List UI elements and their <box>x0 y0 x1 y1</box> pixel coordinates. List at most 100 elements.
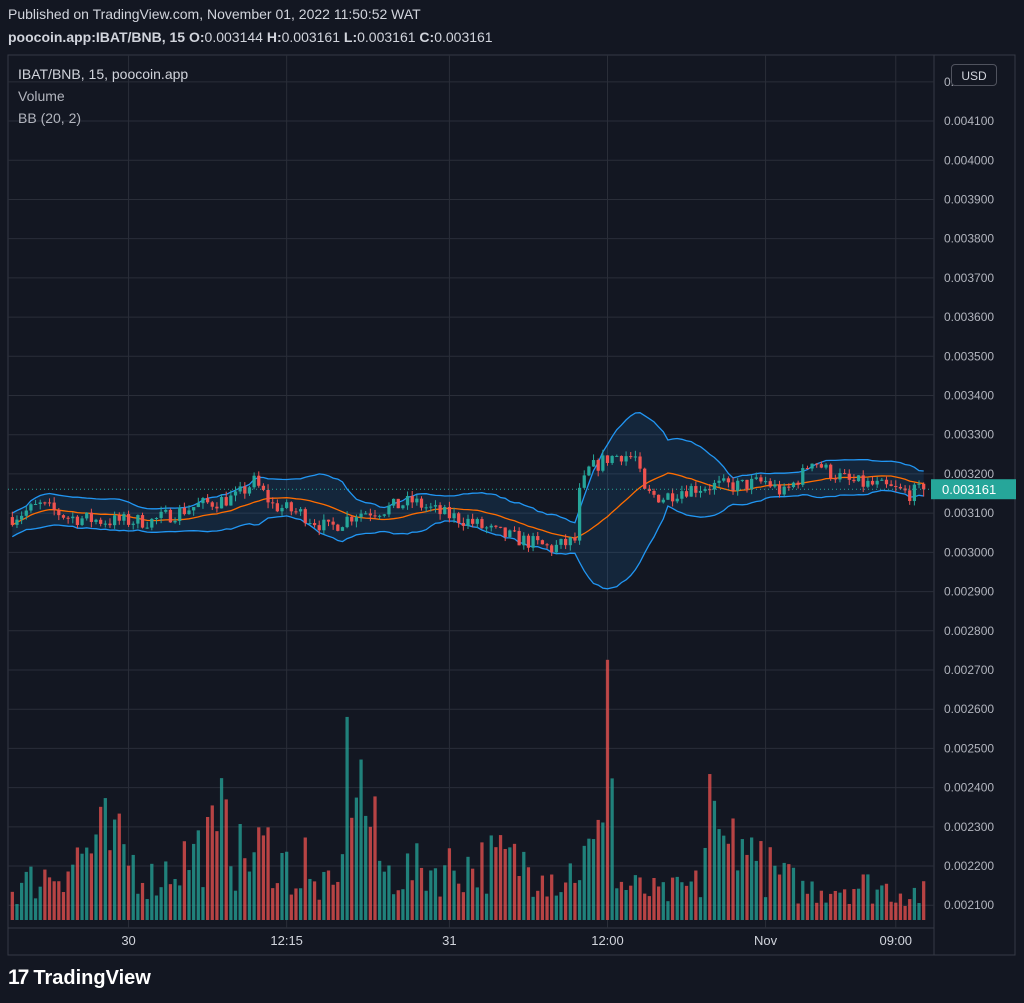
time-tick-label: 31 <box>442 933 456 948</box>
candle-body <box>670 493 675 502</box>
candle-body <box>457 513 461 523</box>
volume-bar <box>229 866 233 920</box>
volume-bar <box>545 896 549 920</box>
volume-bar <box>866 874 870 920</box>
high-value: 0.003161 <box>281 29 341 45</box>
candle-body <box>131 523 135 525</box>
volume-bar <box>182 841 186 920</box>
volume-bar <box>145 899 149 920</box>
volume-bar <box>475 887 479 920</box>
last-price-marker: 0.003161 <box>8 479 1016 500</box>
time-tick-label: 30 <box>121 933 135 948</box>
volume-bar <box>908 899 912 920</box>
tradingview-brand[interactable]: 17 TradingView <box>8 966 151 990</box>
volume-bar <box>484 893 489 920</box>
candle-body <box>354 517 359 522</box>
candle-body <box>843 473 847 475</box>
price-axis[interactable]: 0.002100 0.002200 0.002300 0.002400 0.002500… <box>944 75 994 912</box>
candle-body <box>852 479 856 482</box>
candle-body <box>224 497 228 506</box>
volume-bar <box>852 889 856 920</box>
candle-body <box>47 502 52 504</box>
candle-body <box>429 506 433 508</box>
candle-body <box>726 478 731 483</box>
candle-body <box>99 519 103 524</box>
volume-bar <box>345 716 349 920</box>
candle-body <box>791 482 796 488</box>
volume-bar <box>192 843 196 920</box>
candle-body <box>559 538 563 545</box>
volume-bar <box>471 868 475 920</box>
candle-body <box>229 495 233 506</box>
candle-body <box>336 524 340 531</box>
candle-body <box>350 516 354 522</box>
tradingview-logo-icon: 17 <box>8 966 29 989</box>
candle-body <box>373 515 377 517</box>
volume-bar <box>670 877 675 920</box>
volume-bar <box>71 864 75 920</box>
candle-body <box>736 480 740 491</box>
volume-bar <box>805 893 810 920</box>
price-tick-label: 0.003500 <box>944 349 994 363</box>
volume-bar <box>875 889 879 920</box>
candle-body <box>280 507 284 512</box>
candle-body <box>382 514 386 516</box>
candle-body <box>633 456 638 458</box>
low-label: L: <box>343 29 358 45</box>
candle-body <box>205 498 210 503</box>
volume-bar <box>652 877 656 920</box>
candle-body <box>24 510 28 516</box>
candle-body <box>889 484 893 487</box>
legend-bb[interactable]: BB (20, 2) <box>18 110 82 126</box>
candle-body <box>75 516 80 525</box>
volume-bar <box>838 892 842 920</box>
volume-bar <box>340 854 345 920</box>
time-axis[interactable]: 30 12:15 31 12:00 Nov 09:00 <box>121 933 912 948</box>
chart-frame <box>7 54 1016 956</box>
volume-bar <box>577 880 582 920</box>
open-label: O: <box>188 29 205 45</box>
volume-bar <box>457 883 461 920</box>
volume-bar <box>424 890 428 920</box>
candle-body <box>740 479 744 481</box>
currency-button[interactable]: USD <box>951 64 997 86</box>
volume-bar <box>698 897 703 920</box>
volume-bar <box>122 844 126 920</box>
volume-bar <box>10 891 14 920</box>
volume-bar <box>140 882 145 920</box>
volume-bar <box>33 898 38 920</box>
candle-body <box>638 456 642 469</box>
candle-body <box>85 512 89 519</box>
volume-bar <box>489 835 493 920</box>
candle-body <box>480 519 484 528</box>
volume-bar <box>801 880 805 920</box>
volume-bar <box>24 871 28 920</box>
legend-volume[interactable]: Volume <box>18 88 65 104</box>
volume-bar <box>43 869 47 920</box>
volume-bar <box>168 884 173 920</box>
volume-bar <box>178 885 182 920</box>
bb-upper-line <box>11 412 924 524</box>
candle-body <box>894 486 898 488</box>
time-tick-label: Nov <box>754 933 778 948</box>
candle-body <box>303 509 307 524</box>
candle-body <box>266 490 270 503</box>
volume-bar <box>917 903 921 920</box>
candle-body <box>145 527 149 529</box>
candle-body <box>461 522 465 526</box>
volume-bar <box>419 867 424 920</box>
price-tick-label: 0.002700 <box>944 663 994 677</box>
volume-bar <box>387 865 391 920</box>
candle-body <box>285 502 289 508</box>
volume-bar <box>596 819 600 920</box>
volume-bar <box>768 847 772 920</box>
candle-body <box>722 478 726 481</box>
brand-name: TradingView <box>33 966 151 989</box>
candle-body <box>368 513 372 516</box>
candle-body <box>829 464 833 479</box>
legend-symbol[interactable]: IBAT/BNB, 15, poocoin.app <box>18 66 189 82</box>
candle-body <box>545 544 549 546</box>
candle-body <box>615 455 619 457</box>
volume-bar <box>150 863 154 920</box>
